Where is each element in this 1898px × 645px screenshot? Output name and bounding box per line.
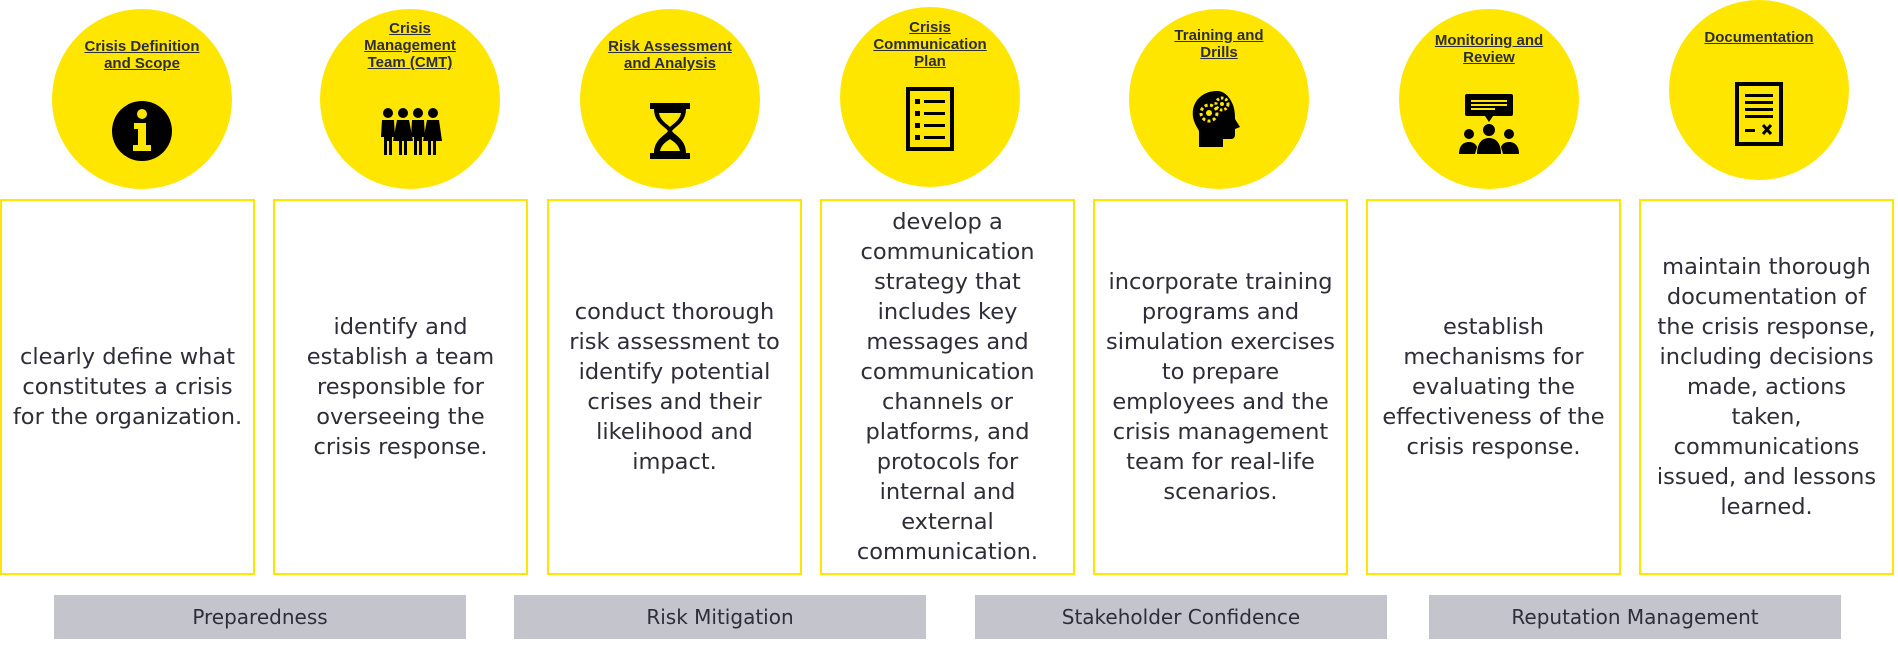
head-gears-icon — [1192, 91, 1240, 147]
outcome-band-risk-mitigation: Risk Mitigation — [514, 595, 926, 639]
stage-4-circle: Crisis Communication Plan — [840, 7, 1020, 187]
stage-4-description-card: develop a communication strategy that in… — [820, 199, 1075, 575]
stage-6-description-card: establish mechanisms for evaluating the … — [1366, 199, 1621, 575]
stage-7-description: maintain thorough documentation of the c… — [1656, 254, 1877, 520]
stage-1-description-card: clearly define what constitutes a crisis… — [0, 199, 255, 575]
stage-7-circle: Documentation — [1669, 0, 1849, 180]
stage-4-title: Crisis Communication Plan — [873, 19, 987, 70]
outcome-band-reputation-management: Reputation Management — [1429, 595, 1841, 639]
stage-3-description-card: conduct thorough risk assessment to iden… — [547, 199, 802, 575]
stage-2-circle: Crisis Management Team (CMT) — [320, 9, 500, 189]
stage-2-title: Crisis Management Team (CMT) — [364, 20, 456, 71]
stage-3-circle: Risk Assessment and Analysis — [580, 9, 760, 189]
stage-1-description: clearly define what constitutes a crisis… — [12, 344, 243, 430]
stage-6-circle: Monitoring and Review — [1399, 9, 1579, 189]
stage-1-circle: Crisis Definition and Scope — [52, 9, 232, 189]
stage-1-title: Crisis Definition and Scope — [84, 38, 200, 72]
stage-5-description-card: incorporate training programs and simula… — [1093, 199, 1348, 575]
checklist-icon — [906, 87, 954, 151]
stage-7-title: Documentation — [1704, 29, 1814, 46]
stage-3-title: Risk Assessment and Analysis — [608, 38, 732, 72]
info-icon — [112, 101, 172, 161]
stage-6-title: Monitoring and Review — [1434, 32, 1544, 66]
stage-5-circle: Training and Drills — [1129, 9, 1309, 189]
stage-2-description: identify and establish a team responsibl… — [306, 314, 495, 460]
stage-4-description: develop a communication strategy that in… — [856, 209, 1039, 565]
team-icon — [381, 108, 442, 155]
hourglass-icon — [650, 103, 690, 159]
outcome-band-preparedness: Preparedness — [54, 595, 466, 639]
stage-5-title: Training and Drills — [1174, 27, 1264, 61]
stage-7-description-card: maintain thorough documentation of the c… — [1639, 199, 1894, 575]
stage-6-description: establish mechanisms for evaluating the … — [1382, 314, 1605, 460]
outcome-band-stakeholder-confidence: Stakeholder Confidence — [975, 595, 1387, 639]
stage-5-description: incorporate training programs and simula… — [1105, 269, 1336, 505]
stage-3-description: conduct thorough risk assessment to iden… — [569, 299, 780, 475]
meeting-icon — [1459, 94, 1519, 154]
document-icon — [1735, 82, 1783, 146]
stage-2-description-card: identify and establish a team responsibl… — [273, 199, 528, 575]
